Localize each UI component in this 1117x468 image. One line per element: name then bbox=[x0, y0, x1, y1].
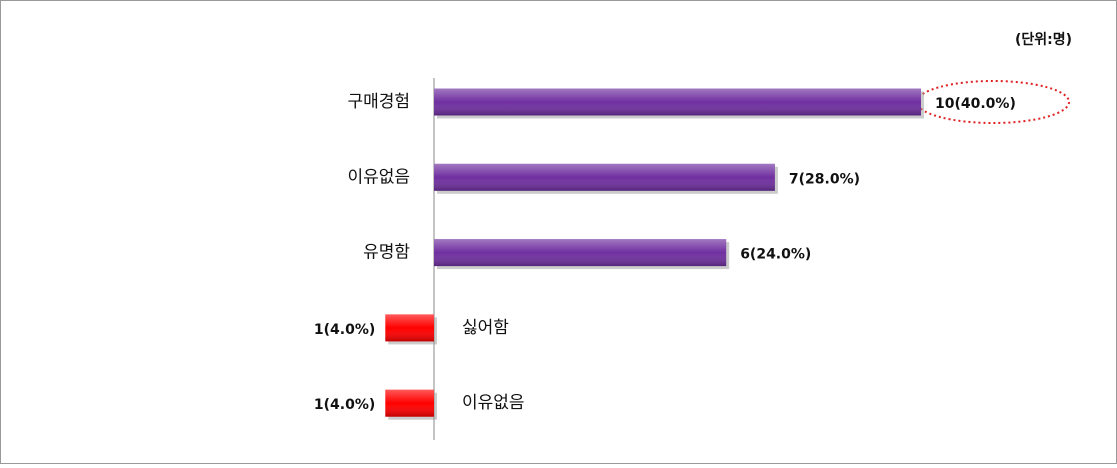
bar-shade bbox=[434, 163, 775, 191]
bar-shade bbox=[385, 314, 434, 342]
value-label: 7(28.0%) bbox=[789, 171, 860, 187]
highlight-ellipse bbox=[916, 80, 1070, 124]
category-label: 이유없음 bbox=[462, 393, 525, 413]
category-label: 유명함 bbox=[363, 243, 410, 263]
value-label: 6(24.0%) bbox=[740, 247, 811, 263]
category-label: 싫어함 bbox=[462, 318, 509, 338]
unit-label: (단위:명) bbox=[1015, 31, 1072, 48]
bar-shade bbox=[434, 239, 727, 267]
category-label: 구매경험 bbox=[347, 92, 410, 112]
category-label: 이유없음 bbox=[347, 167, 410, 187]
bar-shade bbox=[434, 88, 921, 116]
value-label: 1(4.0%) bbox=[314, 397, 375, 413]
bar-shade bbox=[385, 389, 434, 417]
value-label: 10(40.0%) bbox=[935, 96, 1016, 112]
value-label: 1(4.0%) bbox=[314, 322, 375, 338]
